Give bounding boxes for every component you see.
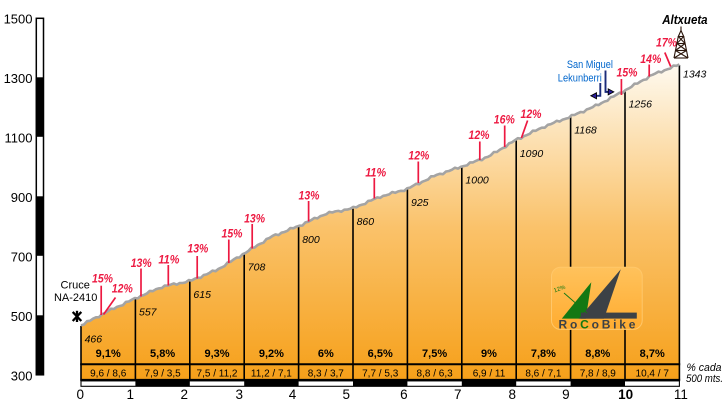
svg-text:12%: 12% xyxy=(521,109,542,121)
svg-text:6%: 6% xyxy=(318,348,334,360)
svg-text:7,9 / 3,5: 7,9 / 3,5 xyxy=(145,369,182,380)
svg-text:4: 4 xyxy=(289,387,297,402)
svg-text:9,1%: 9,1% xyxy=(96,348,121,360)
svg-text:NA-2410: NA-2410 xyxy=(54,292,97,304)
svg-text:557: 557 xyxy=(139,306,158,318)
svg-text:17%: 17% xyxy=(656,38,677,50)
svg-text:6,9 / 11: 6,9 / 11 xyxy=(473,369,506,380)
svg-text:700: 700 xyxy=(11,249,33,264)
svg-text:11%: 11% xyxy=(365,168,386,180)
svg-text:San Miguel: San Miguel xyxy=(567,59,613,71)
svg-text:300: 300 xyxy=(11,368,33,383)
svg-text:14%: 14% xyxy=(640,54,661,66)
svg-text:12%: 12% xyxy=(469,130,490,142)
svg-text:1256: 1256 xyxy=(629,98,653,110)
svg-text:Lekunberri: Lekunberri xyxy=(558,73,602,85)
svg-text:5,8%: 5,8% xyxy=(150,348,175,360)
svg-text:7,7 / 5,3: 7,7 / 5,3 xyxy=(362,369,399,380)
svg-text:8,7%: 8,7% xyxy=(640,348,665,360)
svg-text:Cruce: Cruce xyxy=(61,280,90,292)
svg-text:1343: 1343 xyxy=(683,69,707,81)
svg-text:11,2 / 7,1: 11,2 / 7,1 xyxy=(251,369,292,380)
svg-text:13%: 13% xyxy=(244,214,265,226)
svg-text:10,4 / 7: 10,4 / 7 xyxy=(636,369,670,380)
svg-text:8,8%: 8,8% xyxy=(585,348,610,360)
svg-text:9: 9 xyxy=(562,387,570,402)
svg-text:10: 10 xyxy=(618,387,633,402)
svg-text:15%: 15% xyxy=(617,68,638,80)
svg-text:Altxueta: Altxueta xyxy=(661,13,707,27)
svg-text:13%: 13% xyxy=(299,191,320,203)
svg-text:11%: 11% xyxy=(158,255,179,267)
svg-text:0: 0 xyxy=(77,387,85,402)
svg-text:1500: 1500 xyxy=(4,11,33,26)
svg-text:1: 1 xyxy=(127,387,135,402)
svg-text:7,8 / 8,9: 7,8 / 8,9 xyxy=(580,369,617,380)
svg-text:7,5 / 11,2: 7,5 / 11,2 xyxy=(197,369,238,380)
svg-text:8: 8 xyxy=(509,387,517,402)
svg-text:900: 900 xyxy=(11,190,33,205)
svg-text:12%: 12% xyxy=(553,284,567,294)
svg-text:6: 6 xyxy=(400,387,408,402)
svg-text:1090: 1090 xyxy=(520,148,544,160)
svg-text:860: 860 xyxy=(357,216,375,228)
svg-text:9,3%: 9,3% xyxy=(204,348,229,360)
svg-text:5: 5 xyxy=(343,387,351,402)
svg-text:500: 500 xyxy=(11,309,33,324)
svg-text:15%: 15% xyxy=(92,274,113,286)
svg-text:16%: 16% xyxy=(494,115,515,127)
svg-text:1100: 1100 xyxy=(5,130,33,145)
svg-text:6,5%: 6,5% xyxy=(368,348,393,360)
svg-text:9%: 9% xyxy=(481,348,497,360)
svg-text:500 mts.: 500 mts. xyxy=(686,373,723,385)
svg-text:13%: 13% xyxy=(187,244,208,256)
svg-text:925: 925 xyxy=(411,197,429,209)
svg-text:3: 3 xyxy=(236,387,244,402)
svg-text:8,3 / 3,7: 8,3 / 3,7 xyxy=(308,369,345,380)
svg-text:9,2%: 9,2% xyxy=(259,348,284,360)
svg-text:RoCoBike: RoCoBike xyxy=(559,317,639,331)
svg-text:8,6 / 7,1: 8,6 / 7,1 xyxy=(525,369,562,380)
svg-text:708: 708 xyxy=(248,261,266,273)
svg-text:15%: 15% xyxy=(222,229,243,241)
svg-text:13%: 13% xyxy=(131,258,152,270)
svg-text:7,8%: 7,8% xyxy=(531,348,556,360)
svg-text:615: 615 xyxy=(193,289,211,301)
svg-text:7,5%: 7,5% xyxy=(422,348,447,360)
svg-text:7: 7 xyxy=(454,387,462,402)
svg-text:8,8 / 6,3: 8,8 / 6,3 xyxy=(417,369,454,380)
svg-text:1168: 1168 xyxy=(574,125,597,137)
svg-text:466: 466 xyxy=(85,333,103,345)
svg-text:% cada: % cada xyxy=(687,362,722,374)
svg-text:800: 800 xyxy=(302,234,320,246)
svg-text:12%: 12% xyxy=(408,151,429,163)
svg-text:2: 2 xyxy=(181,387,189,402)
svg-text:9,6 / 8,6: 9,6 / 8,6 xyxy=(90,369,127,380)
svg-text:1000: 1000 xyxy=(465,175,489,187)
svg-text:1300: 1300 xyxy=(4,71,33,86)
svg-text:11: 11 xyxy=(674,387,688,402)
svg-text:12%: 12% xyxy=(112,284,133,296)
